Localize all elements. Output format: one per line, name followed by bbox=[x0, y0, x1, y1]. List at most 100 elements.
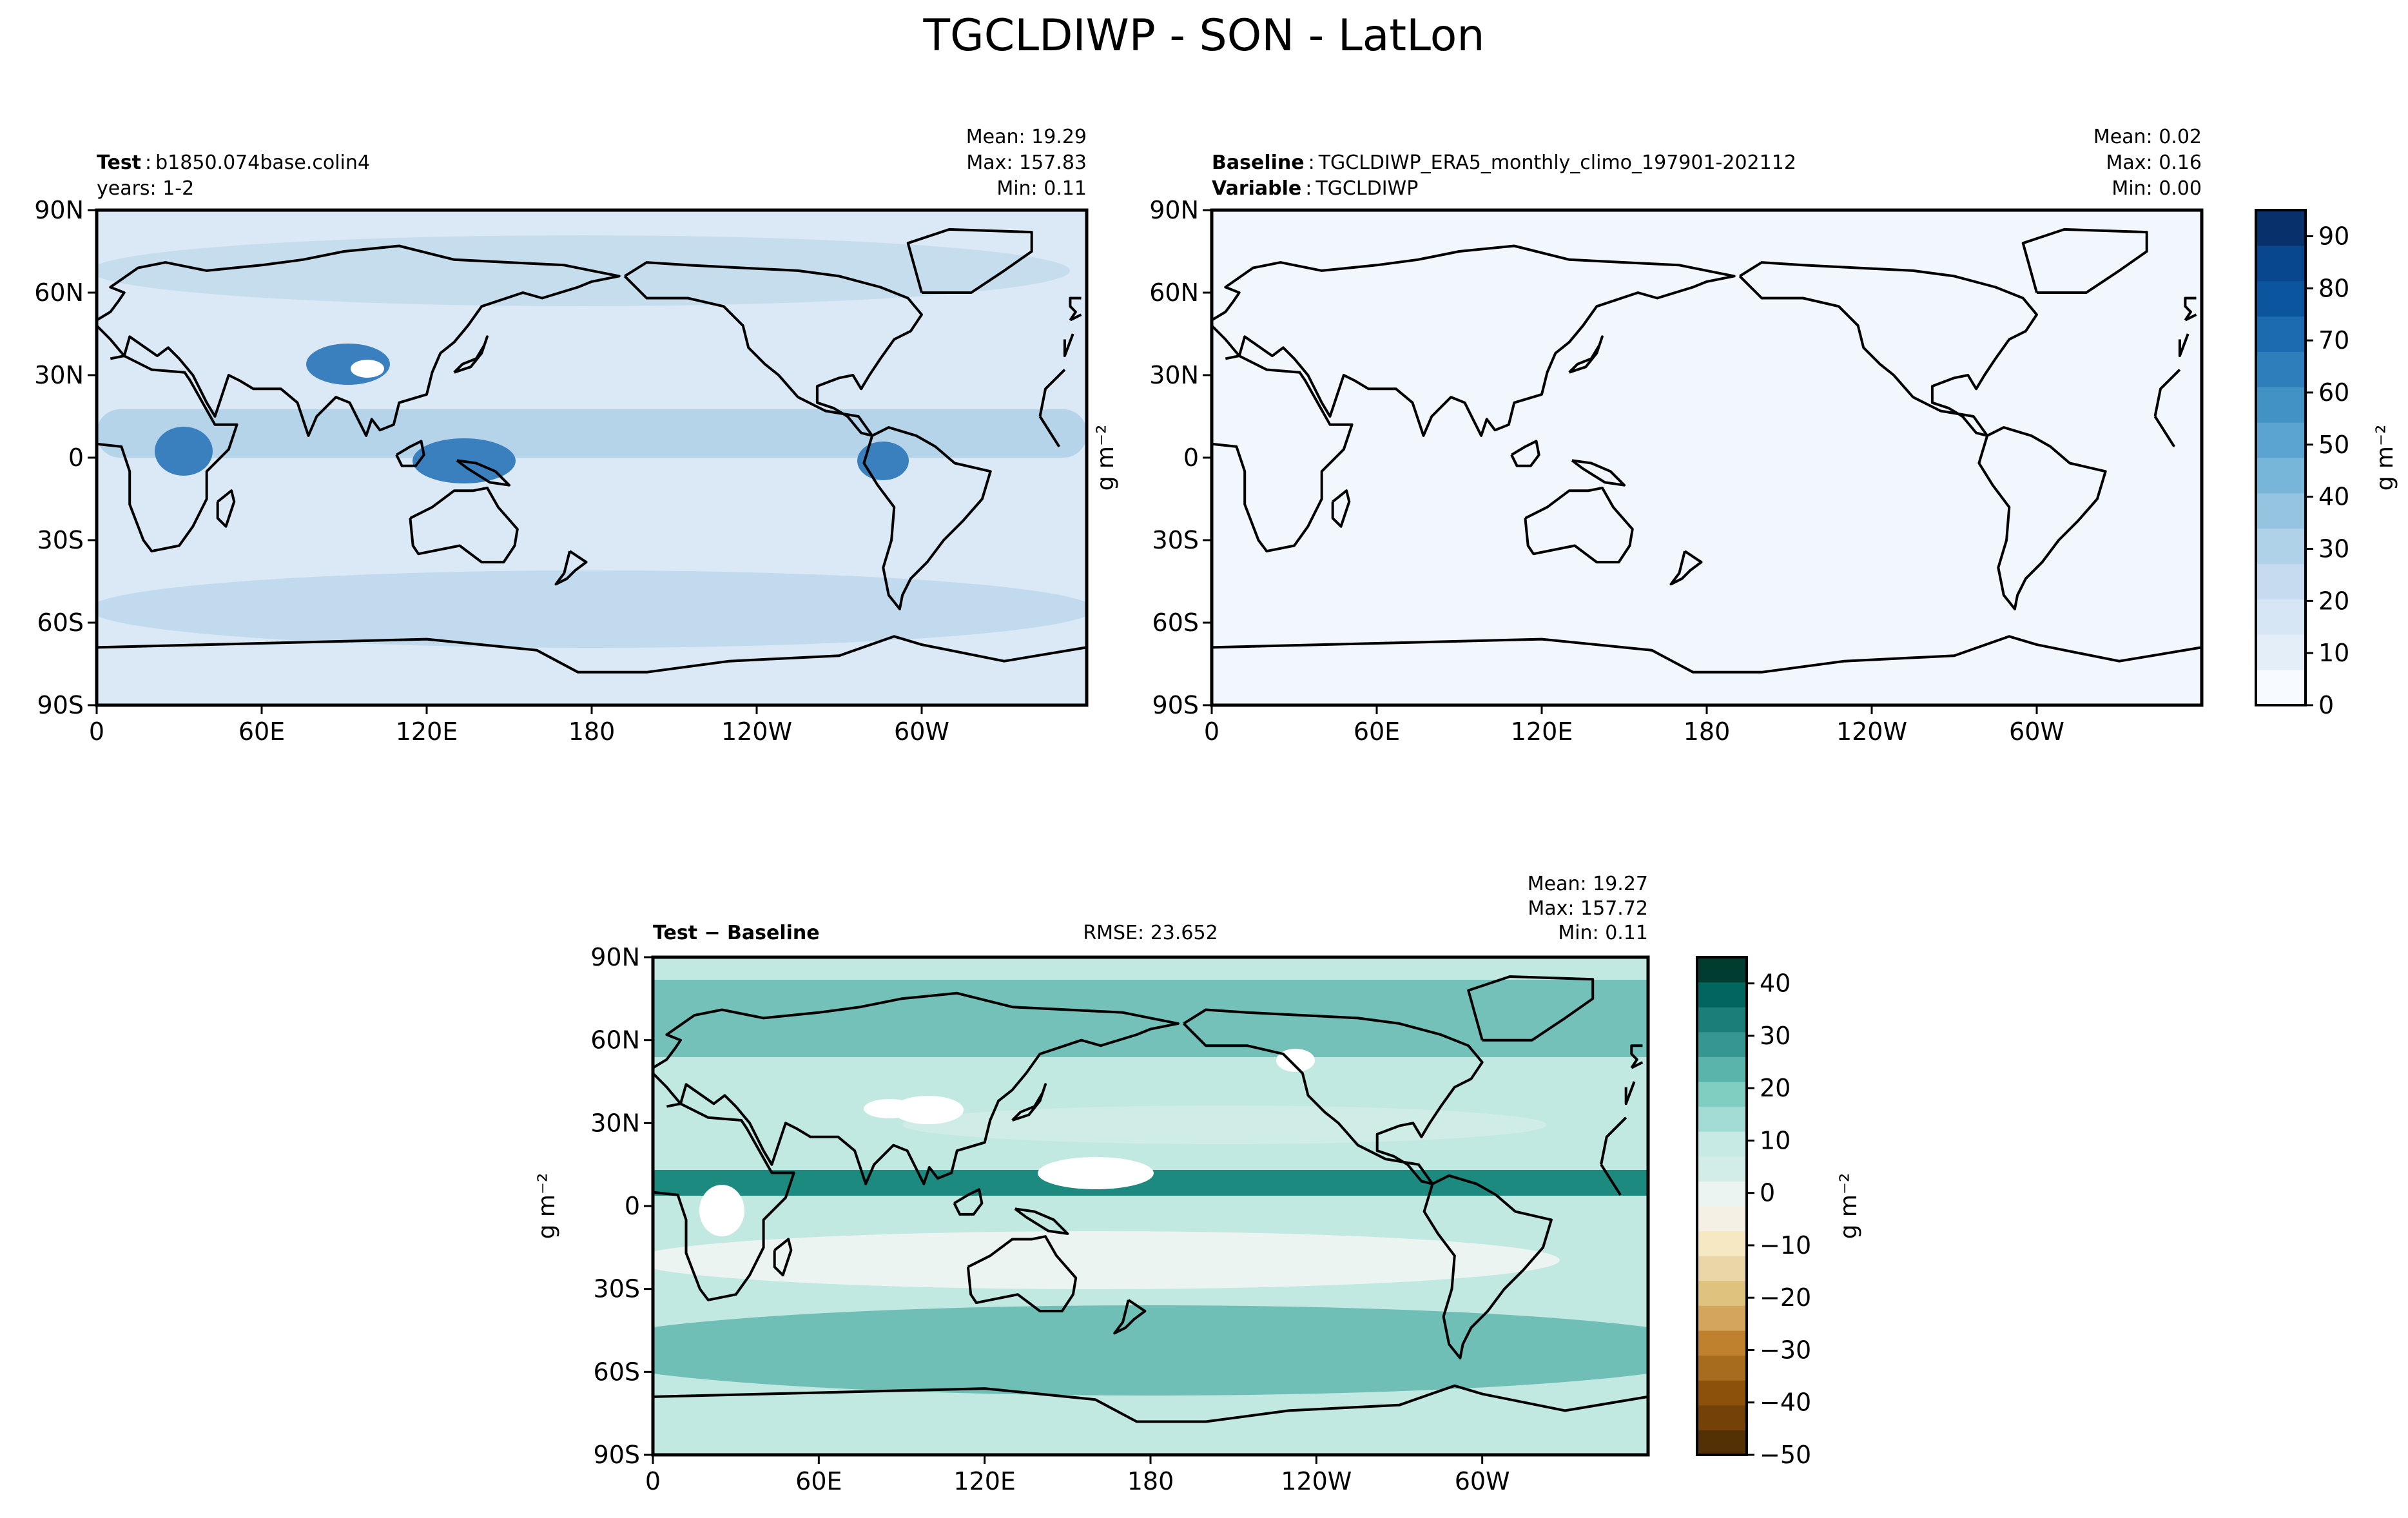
coastline-antarctica bbox=[97, 635, 1087, 674]
panel-baseline-stat-mean: Mean: 0.02 bbox=[2093, 126, 2202, 148]
colorbar-level bbox=[1697, 1380, 1747, 1406]
panel-difference-label: Test − Baseline bbox=[653, 922, 820, 944]
coastline-new-zealand bbox=[1669, 550, 1703, 586]
patch-alaska bbox=[1276, 1049, 1315, 1072]
panel-baseline-map-background bbox=[1212, 210, 2202, 705]
colorbar-level bbox=[1697, 1256, 1747, 1281]
colorbar-level bbox=[2256, 387, 2306, 423]
panel-difference-stat-max: Max: 157.72 bbox=[1528, 897, 1648, 920]
panel-test-africa-max bbox=[155, 427, 213, 476]
y-tick-label: 30N bbox=[590, 1109, 640, 1137]
x-tick-label: 0 bbox=[1204, 717, 1219, 746]
coastline-greenland bbox=[906, 228, 1033, 294]
y-tick-label: 90S bbox=[37, 691, 84, 719]
coastline-australia bbox=[1524, 486, 1634, 564]
panel-test-amazon-max bbox=[857, 442, 909, 480]
coastline-africa bbox=[653, 1102, 1627, 1301]
colorbar-tick-label: 20 bbox=[2318, 587, 2349, 615]
colorbar-level bbox=[2256, 210, 2306, 246]
x-tick-label: 0 bbox=[89, 717, 104, 746]
x-tick-label: 120E bbox=[953, 1467, 1016, 1495]
colorbar-tick-label: −40 bbox=[1760, 1388, 1811, 1417]
panel-baseline-label: Baseline: TGCLDIWP_ERA5_monthly_climo_197… bbox=[1212, 151, 1796, 174]
panel-difference-stat-min: Min: 0.11 bbox=[1558, 922, 1648, 944]
coastline-eurasia bbox=[653, 991, 1636, 1185]
coastline-south-america bbox=[862, 426, 992, 610]
coastline-australia bbox=[409, 486, 519, 564]
colorbar-tick-label: 80 bbox=[2318, 274, 2349, 302]
y-tick-label: 0 bbox=[1183, 443, 1199, 472]
coastline-madagascar bbox=[216, 489, 236, 528]
panel-difference-subtropic-south bbox=[653, 1231, 1560, 1289]
x-tick-label: 120W bbox=[1281, 1467, 1352, 1495]
panel-test-stat-mean: Mean: 19.29 bbox=[966, 126, 1087, 148]
colorbar-level bbox=[1697, 1280, 1747, 1306]
colorbar-bottom: 40 30 20 10 0 −10 −20 −30 −40 −50 g m⁻² bbox=[1696, 956, 1862, 1469]
colorbar-tick-label: 10 bbox=[1760, 1126, 1791, 1154]
colorbar-tick-label: 30 bbox=[2318, 534, 2349, 563]
coastline-north-america bbox=[1183, 1008, 1484, 1185]
coastline-new-zealand bbox=[1113, 1299, 1147, 1335]
panel-baseline-stat-min: Min: 0.00 bbox=[2112, 177, 2202, 200]
panel-baseline-variable: Variable: TGCLDIWP bbox=[1212, 177, 1418, 200]
x-tick-label: 120E bbox=[396, 717, 458, 746]
colorbar-level bbox=[1697, 1181, 1747, 1207]
colorbar-tick-label: 10 bbox=[2318, 639, 2349, 667]
colorbar-level bbox=[1697, 1231, 1747, 1256]
coastline-madagascar bbox=[1331, 489, 1351, 528]
colorbar-top-label: g m⁻² bbox=[2372, 425, 2398, 491]
y-tick-label: 30S bbox=[1152, 526, 1199, 554]
y-tick-label: 90N bbox=[590, 943, 640, 971]
coastline-north-america bbox=[1738, 261, 2038, 437]
colorbar-tick-label: 40 bbox=[1760, 969, 1791, 998]
panel-baseline-ticks: 0 60E 120E 180 120W 60W 90N 60N 30N 0 30S 60S 90S bbox=[1149, 196, 2064, 746]
panel-test-years: years: 1-2 bbox=[97, 177, 194, 200]
colorbar-tick-label: −20 bbox=[1760, 1283, 1811, 1312]
patch-africa bbox=[699, 1185, 744, 1236]
y-tick-label: 60S bbox=[1152, 608, 1199, 637]
panel-difference-subtropic-north bbox=[902, 1105, 1547, 1144]
x-tick-label: 60E bbox=[795, 1467, 842, 1495]
coastline-south-america bbox=[1977, 426, 2107, 610]
panel-test-storm-track-north bbox=[97, 235, 1070, 306]
coastline-borneo bbox=[395, 440, 425, 467]
colorbar-level bbox=[2256, 280, 2306, 317]
colorbar-level bbox=[1697, 1131, 1747, 1157]
colorbar-level bbox=[1697, 1430, 1747, 1455]
y-tick-label: 30N bbox=[1149, 361, 1199, 389]
y-tick-label: 60S bbox=[594, 1357, 640, 1386]
colorbar-level bbox=[1697, 1355, 1747, 1381]
colorbar-level bbox=[1697, 1206, 1747, 1232]
colorbar-level bbox=[1697, 1305, 1747, 1331]
colorbar-level bbox=[1697, 1330, 1747, 1356]
y-tick-label: 60N bbox=[34, 278, 84, 307]
y-tick-label: 90N bbox=[1149, 196, 1199, 224]
panel-test-ticks: 0 60E 120E 180 120W 60W 90N 60N 30N 0 30S 60S 90S bbox=[34, 196, 949, 746]
colorbar-bottom-label: g m⁻² bbox=[1836, 1173, 1862, 1240]
colorbar-tick-label: 0 bbox=[1760, 1179, 1775, 1207]
y-tick-label: 90N bbox=[34, 196, 84, 224]
panel-test-coastlines bbox=[97, 228, 1087, 674]
colorbar-bottom-frame bbox=[1696, 956, 1748, 1456]
panel-difference-rmse: RMSE: 23.652 bbox=[1083, 922, 1218, 944]
colorbar-tick-label: 40 bbox=[2318, 483, 2349, 511]
coastline-greenland bbox=[2021, 228, 2148, 294]
colorbar-tick-label: 30 bbox=[1760, 1022, 1791, 1050]
colorbar-level bbox=[1697, 1056, 1747, 1082]
colorbar-tick-label: 90 bbox=[2318, 222, 2349, 250]
colorbar-top: 0 10 20 30 40 50 60 70 80 90 g m⁻² bbox=[2255, 209, 2398, 719]
panel-baseline-ylabel: g m⁻² bbox=[1092, 425, 1119, 491]
colorbar-level bbox=[1697, 1405, 1747, 1430]
coastline-greenland bbox=[1467, 975, 1595, 1042]
colorbar-level bbox=[1697, 1007, 1747, 1033]
y-tick-label: 0 bbox=[625, 1192, 640, 1220]
colorbar-level bbox=[2256, 316, 2306, 352]
coastline-new-zealand bbox=[554, 550, 588, 586]
coastline-africa bbox=[1212, 355, 2181, 553]
coastline-new-guinea bbox=[1571, 459, 1626, 487]
panel-test-stat-max: Max: 157.83 bbox=[966, 151, 1087, 174]
patch-tibet bbox=[893, 1096, 964, 1124]
x-tick-label: 60W bbox=[894, 717, 949, 746]
x-tick-label: 180 bbox=[1127, 1467, 1174, 1495]
panel-test-label: Test: b1850.074base.colin4 bbox=[97, 151, 370, 174]
